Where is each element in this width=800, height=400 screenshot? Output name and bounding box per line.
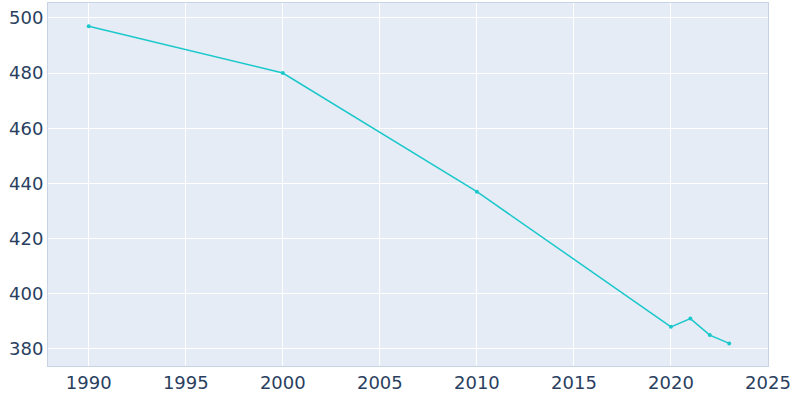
svg-text:380: 380 xyxy=(9,338,43,359)
svg-text:1995: 1995 xyxy=(163,372,209,393)
svg-text:2015: 2015 xyxy=(551,372,597,393)
svg-text:500: 500 xyxy=(9,7,43,28)
svg-text:2025: 2025 xyxy=(745,372,791,393)
svg-text:2020: 2020 xyxy=(648,372,694,393)
svg-text:2010: 2010 xyxy=(454,372,500,393)
svg-text:440: 440 xyxy=(9,173,43,194)
svg-text:420: 420 xyxy=(9,228,43,249)
svg-text:400: 400 xyxy=(9,283,43,304)
svg-text:480: 480 xyxy=(9,62,43,83)
svg-text:2005: 2005 xyxy=(357,372,403,393)
svg-text:2000: 2000 xyxy=(260,372,306,393)
svg-text:460: 460 xyxy=(9,118,43,139)
svg-text:1990: 1990 xyxy=(66,372,112,393)
